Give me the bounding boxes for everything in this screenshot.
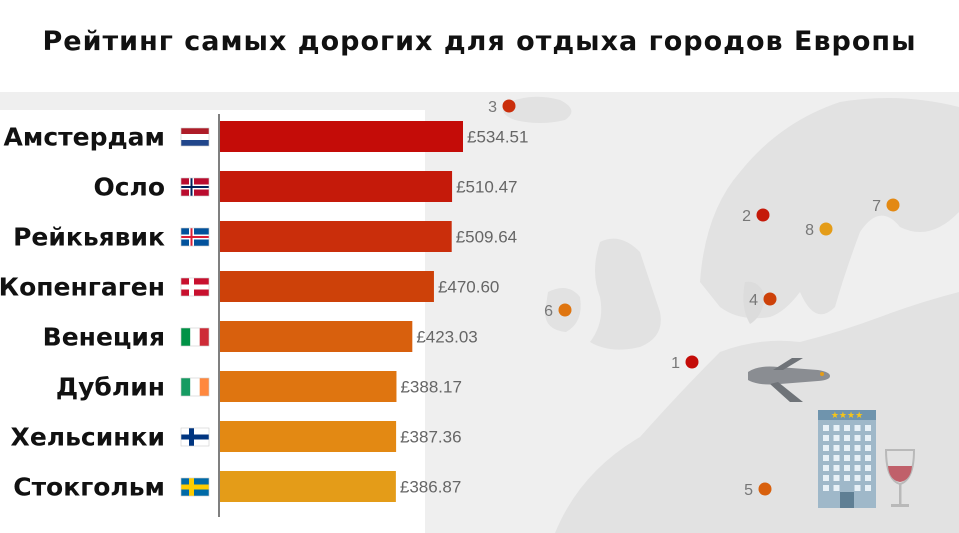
flag-iceland-icon — [180, 227, 210, 247]
map-land-iceland — [502, 96, 572, 123]
value-label: £509.64 — [456, 228, 517, 247]
flag-norway-icon — [180, 177, 210, 197]
map-marker-rank: 2 — [742, 208, 751, 225]
category-label: Осло — [93, 173, 165, 202]
bar-6 — [220, 371, 397, 402]
value-label: £386.87 — [400, 478, 461, 497]
map-marker-dot — [558, 303, 572, 317]
bar-5 — [220, 321, 413, 352]
map-marker-rank: 4 — [749, 292, 758, 309]
category-label: Венеция — [43, 323, 165, 352]
map-land-britain — [590, 238, 661, 350]
value-label: £387.36 — [400, 428, 461, 447]
flag-italy-icon — [180, 327, 210, 347]
map-marker-rank: 6 — [544, 303, 553, 320]
map-marker-5: 5 — [744, 482, 772, 499]
bar-3 — [220, 221, 452, 252]
map-marker-dot — [685, 355, 699, 369]
flag-denmark-icon — [180, 277, 210, 297]
map-marker-rank: 7 — [872, 198, 881, 215]
map-land-denmark — [743, 281, 765, 324]
bars-group: Амстердам £534.51 Осло £510.47 Рейкьявик £509… — [0, 110, 528, 533]
map-marker-3: 3 — [488, 99, 516, 116]
map-marker-2: 2 — [742, 208, 770, 225]
airplane-icon — [748, 358, 830, 402]
bar-8 — [220, 471, 396, 502]
map-markers-group: 1 2 3 4 5 6 7 8 — [488, 99, 900, 499]
map-marker-dot — [758, 482, 772, 496]
bar-4 — [220, 271, 434, 302]
chart-title: Рейтинг самых дорогих для отдыха городов… — [42, 26, 917, 57]
map-marker-8: 8 — [805, 222, 833, 239]
map-marker-6: 6 — [544, 303, 572, 320]
wine-glass-icon — [884, 449, 916, 507]
bar-chart: Амстердам £534.51 Осло £510.47 Рейкьявик £509… — [0, 99, 916, 533]
category-label: Рейкьявик — [13, 223, 165, 252]
map-marker-rank: 1 — [671, 355, 680, 372]
map-marker-rank: 5 — [744, 482, 753, 499]
map-marker-4: 4 — [749, 292, 777, 309]
hotel-icon: ★★★★ — [818, 410, 876, 508]
category-label: Копенгаген — [0, 273, 165, 302]
bar-7 — [220, 421, 397, 452]
map-marker-7: 7 — [872, 198, 900, 215]
map-marker-dot — [756, 208, 770, 222]
map-marker-rank: 8 — [805, 222, 814, 239]
map-land-scandinavia — [700, 98, 959, 319]
value-label: £423.03 — [416, 328, 477, 347]
map-marker-dot — [886, 198, 900, 212]
map-marker-dot — [763, 292, 777, 306]
value-label: £534.51 — [467, 128, 528, 147]
flag-sweden-icon — [180, 477, 210, 497]
value-label: £510.47 — [456, 178, 517, 197]
category-label: Амстердам — [4, 123, 165, 152]
bar-1 — [220, 121, 463, 152]
category-label: Хельсинки — [11, 423, 165, 452]
flag-ireland-icon — [180, 377, 210, 397]
value-label: £470.60 — [438, 278, 499, 297]
flag-finland-icon — [180, 427, 210, 447]
bar-2 — [220, 171, 453, 202]
svg-text:★★★★: ★★★★ — [831, 411, 863, 421]
category-label: Стокгольм — [13, 473, 165, 502]
map-marker-rank: 3 — [488, 99, 497, 116]
map-marker-dot — [819, 222, 833, 236]
map-marker-dot — [502, 99, 516, 113]
flag-netherlands-icon — [180, 127, 210, 147]
map-marker-1: 1 — [671, 355, 699, 372]
category-label: Дублин — [56, 373, 165, 402]
value-label: £388.17 — [400, 378, 461, 397]
